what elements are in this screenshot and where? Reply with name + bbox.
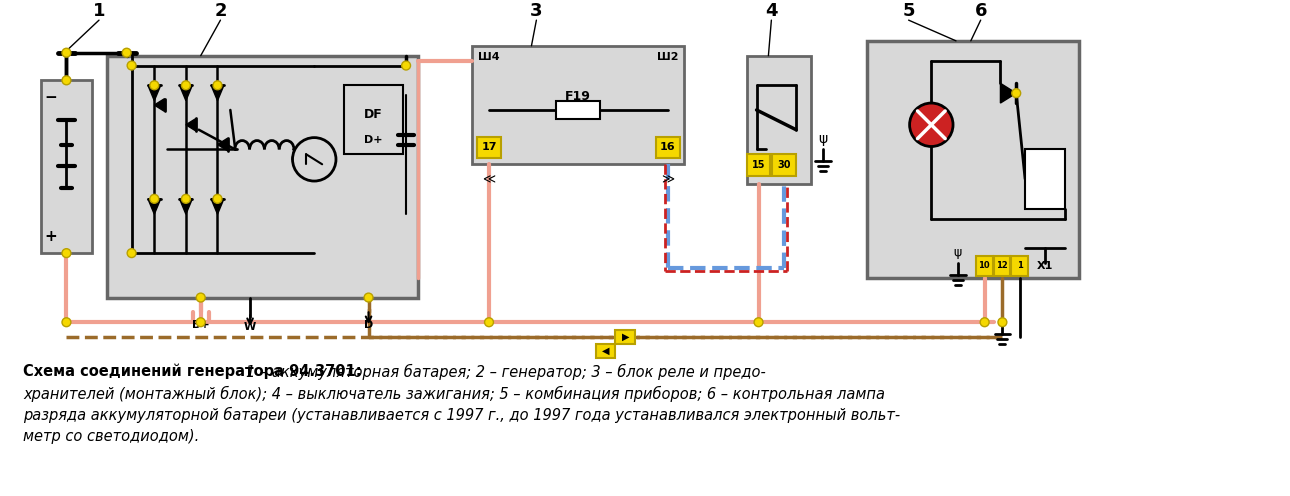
Circle shape (213, 81, 222, 90)
Circle shape (485, 318, 494, 327)
Bar (747, 56, 811, 184)
Text: 6: 6 (974, 2, 987, 20)
Text: 4: 4 (765, 2, 778, 20)
Circle shape (128, 248, 135, 257)
Circle shape (196, 293, 205, 302)
Text: 15: 15 (752, 160, 765, 170)
Text: Ш4: Ш4 (479, 52, 499, 62)
Circle shape (998, 318, 1006, 327)
Text: D: D (364, 320, 373, 330)
Text: Ш2: Ш2 (657, 52, 679, 62)
Text: 30: 30 (778, 160, 791, 170)
Text: −: − (45, 90, 58, 105)
Circle shape (62, 48, 71, 57)
Polygon shape (1001, 83, 1017, 103)
Circle shape (401, 61, 410, 70)
Text: Схема соединений генератора 94.3701:: Схема соединений генератора 94.3701: (23, 364, 366, 379)
Bar (472, 46, 685, 164)
Text: B+: B+ (192, 320, 209, 330)
Polygon shape (212, 85, 224, 101)
Text: 1: 1 (93, 2, 106, 20)
Bar (867, 41, 1080, 278)
Circle shape (755, 318, 762, 327)
Text: ◀: ◀ (601, 346, 609, 356)
Text: +: + (45, 229, 58, 244)
Circle shape (213, 194, 222, 203)
Text: ψ: ψ (818, 131, 827, 145)
Polygon shape (179, 199, 192, 214)
Circle shape (182, 194, 191, 203)
Circle shape (62, 248, 71, 257)
Circle shape (128, 61, 135, 70)
Text: 3: 3 (530, 2, 543, 20)
Polygon shape (148, 85, 161, 101)
Text: 5: 5 (903, 2, 915, 20)
Text: 1 – аккумуляторная батарея; 2 – генератор; 3 – блок реле и предо-: 1 – аккумуляторная батарея; 2 – генерато… (246, 364, 765, 380)
Circle shape (293, 137, 335, 181)
Text: ▶: ▶ (622, 332, 630, 342)
Text: 16: 16 (660, 142, 676, 152)
Text: ≫: ≫ (662, 174, 675, 186)
Bar (477, 136, 501, 158)
Text: 17: 17 (481, 142, 497, 152)
Polygon shape (179, 85, 192, 101)
Polygon shape (148, 199, 161, 214)
Text: разряда аккумуляторной батареи (устанавливается с 1997 г., до 1997 года устанавл: разряда аккумуляторной батареи (устанавл… (23, 407, 900, 423)
Circle shape (182, 81, 191, 90)
Bar (1026, 149, 1064, 209)
Text: метр со светодиодом).: метр со светодиодом). (23, 429, 199, 444)
Text: ψ: ψ (953, 246, 962, 259)
Text: DF: DF (364, 109, 383, 122)
Text: F19: F19 (565, 90, 591, 103)
Polygon shape (212, 199, 224, 214)
Bar (556, 101, 600, 119)
Bar (1011, 256, 1028, 276)
Bar (41, 80, 92, 253)
Polygon shape (218, 138, 228, 151)
Text: 12: 12 (996, 261, 1007, 270)
Text: 10: 10 (978, 261, 989, 270)
Bar (615, 330, 635, 344)
Bar (107, 56, 418, 298)
Bar (344, 85, 402, 154)
Bar (975, 256, 992, 276)
Bar (773, 154, 796, 176)
Polygon shape (155, 99, 165, 112)
Text: хранителей (монтажный блок); 4 – выключатель зажигания; 5 – комбинация приборов;: хранителей (монтажный блок); 4 – выключа… (23, 385, 885, 402)
Circle shape (150, 194, 159, 203)
Text: W: W (244, 322, 257, 332)
Circle shape (196, 318, 205, 327)
Circle shape (1011, 89, 1020, 98)
Circle shape (150, 81, 159, 90)
Bar (596, 344, 615, 358)
Bar (747, 154, 770, 176)
Circle shape (364, 293, 373, 302)
Text: 1: 1 (1017, 261, 1023, 270)
Text: ≪: ≪ (482, 174, 495, 186)
Bar (655, 136, 680, 158)
Circle shape (123, 48, 132, 57)
Text: D+: D+ (364, 134, 383, 145)
Circle shape (980, 318, 989, 327)
Polygon shape (186, 119, 196, 131)
Circle shape (62, 76, 71, 85)
Text: X1: X1 (1037, 261, 1054, 271)
Text: 2: 2 (214, 2, 227, 20)
Bar (993, 256, 1010, 276)
Circle shape (62, 318, 71, 327)
Circle shape (909, 103, 953, 146)
